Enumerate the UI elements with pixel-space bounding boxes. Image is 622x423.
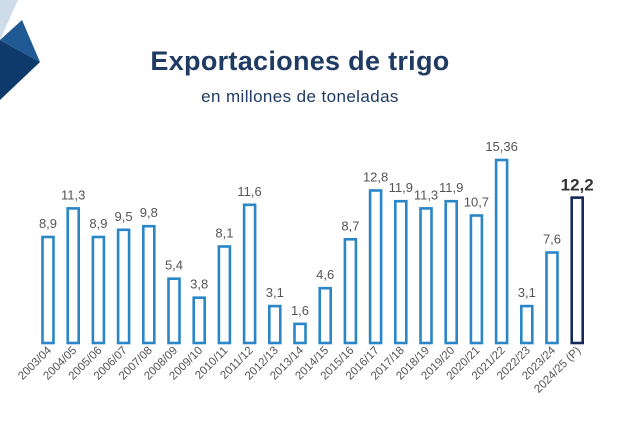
value-label: 8,7 [341, 218, 359, 233]
bar-2007-08 [142, 224, 156, 345]
value-label: 8,9 [39, 216, 57, 231]
bar-2004-05 [66, 207, 80, 345]
bar-2019-20 [444, 199, 459, 345]
value-label: 11,6 [237, 184, 261, 199]
value-label: 4,6 [316, 267, 334, 282]
bar-2021-22 [494, 158, 509, 345]
value-label: 1,6 [291, 303, 309, 318]
value-label: 8,1 [215, 226, 233, 241]
bar-2024-25-P [570, 196, 585, 345]
bar-2020-21 [469, 214, 484, 345]
value-label: 9,8 [140, 205, 158, 220]
corner-logo [0, 0, 40, 100]
bar-2003-04 [41, 235, 55, 345]
bar-2011-12 [242, 203, 257, 345]
value-label: 3,1 [266, 285, 284, 300]
value-label: 11,3 [414, 187, 438, 202]
value-label: 8,9 [89, 216, 107, 231]
bar-2013-14 [293, 322, 307, 345]
bar-2005-06 [91, 235, 106, 345]
value-label: 5,4 [165, 258, 183, 273]
bar-2006-07 [116, 228, 131, 345]
bar-2014-15 [318, 286, 333, 345]
bar-2016-17 [368, 189, 383, 345]
chart-title: Exportaciones de trigo [150, 46, 450, 76]
value-label: 7,6 [543, 232, 561, 247]
value-label: 11,3 [61, 187, 85, 202]
value-label: 3,8 [190, 277, 208, 292]
value-label: 11,9 [389, 180, 413, 195]
value-label: 11,9 [439, 180, 463, 195]
value-label: 9,5 [115, 209, 133, 224]
bar-2012-13 [267, 304, 282, 345]
value-label: 12,2 [561, 176, 594, 195]
chart-subtitle: en millones de toneladas [201, 87, 399, 106]
bar-2022-23 [519, 304, 534, 345]
value-label: 15,36 [485, 139, 518, 154]
value-label: 10,7 [464, 195, 489, 210]
bar-2017-18 [393, 199, 408, 345]
value-label: 12,8 [363, 170, 388, 185]
bar-2018-19 [419, 207, 433, 345]
bar-2015-16 [343, 238, 358, 345]
bar-2008-09 [167, 277, 181, 345]
value-label: 3,1 [518, 285, 536, 300]
bar-2023-24 [545, 251, 559, 345]
bar-2009-10 [192, 296, 206, 345]
bar-2010-11 [217, 245, 232, 345]
